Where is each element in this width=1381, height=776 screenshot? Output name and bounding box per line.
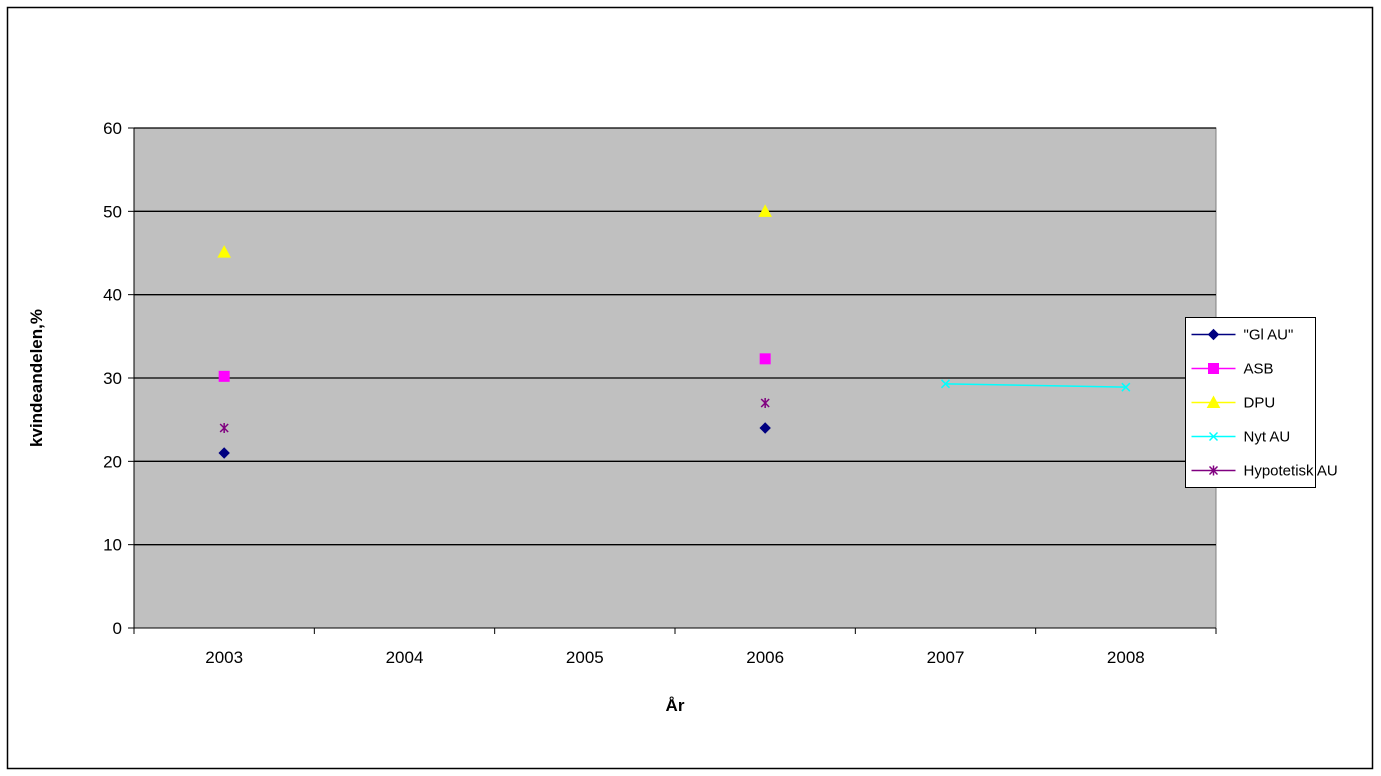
x-tick-label: 2004: [386, 648, 424, 667]
data-point: [219, 423, 229, 433]
legend-label: ASB: [1244, 361, 1274, 378]
triangle-marker: [217, 245, 232, 258]
y-tick-label: 40: [103, 286, 122, 305]
x-tick-label: 2005: [566, 648, 604, 667]
series-1: [218, 353, 771, 382]
legend-item: Hypotetisk AU: [1191, 463, 1338, 480]
triangle-marker: [1206, 395, 1221, 408]
data-point: [217, 245, 232, 258]
series-0: [218, 422, 771, 459]
y-tick-label: 20: [103, 452, 122, 471]
y-tick-label: 50: [103, 202, 122, 221]
data-point: [759, 353, 771, 365]
legend-marker: [1208, 363, 1219, 374]
square-marker: [759, 353, 771, 365]
x-tick-label: 2006: [746, 648, 784, 667]
x-tick-label: 2007: [927, 648, 965, 667]
series-2: [217, 204, 773, 258]
diamond-marker: [218, 447, 230, 459]
data-point: [218, 447, 230, 459]
data-point: [760, 398, 770, 408]
data-point: [759, 422, 771, 434]
diamond-marker: [759, 422, 771, 434]
axes: 0 10 20 30 40 50 60 2003 2004 2005 2006 2007 2008: [103, 119, 1217, 667]
series-4: [219, 398, 770, 433]
legend-item: ASB: [1191, 361, 1274, 378]
legend-item: Nyt AU: [1191, 429, 1291, 446]
square-marker: [218, 370, 230, 382]
series-3: [940, 379, 1131, 392]
legend-label: DPU: [1244, 395, 1276, 412]
legend-marker: [1208, 465, 1219, 476]
triangle-marker: [758, 204, 773, 217]
series-layer: [217, 204, 1131, 459]
legend: "Gl AU" ASB DPU Nyt AU Hypotetisk AU: [1185, 317, 1338, 488]
y-tick-label: 10: [103, 536, 122, 555]
y-axis-title: kvindeandelen,%: [27, 309, 46, 447]
data-point: [1121, 382, 1131, 392]
legend-marker: [1207, 328, 1220, 341]
legend-marker: [1206, 395, 1221, 408]
series-line-segment: [945, 383, 1126, 388]
x-marker-stroke: [1121, 382, 1131, 392]
x-tick-label: 2008: [1107, 648, 1145, 667]
x-tick-label: 2003: [205, 648, 243, 667]
legend-item: DPU: [1191, 395, 1276, 412]
diamond-marker: [1207, 328, 1220, 341]
gridlines: [134, 127, 1216, 546]
legend-label: Hypotetisk AU: [1244, 463, 1338, 480]
legend-label: Nyt AU: [1244, 429, 1291, 446]
x-marker-stroke: [1208, 431, 1219, 442]
x-axis-title: År: [666, 696, 685, 715]
y-tick-label: 30: [103, 369, 122, 388]
y-tick-label: 60: [103, 119, 122, 138]
legend-label: "Gl AU": [1244, 327, 1294, 344]
data-point: [758, 204, 773, 217]
square-marker: [1208, 363, 1219, 374]
legend-item: "Gl AU": [1191, 327, 1294, 344]
y-tick-label: 0: [113, 619, 122, 638]
data-point: [940, 379, 951, 389]
data-point: [218, 370, 230, 382]
legend-marker: [1208, 431, 1219, 442]
x-marker-stroke: [940, 379, 951, 389]
